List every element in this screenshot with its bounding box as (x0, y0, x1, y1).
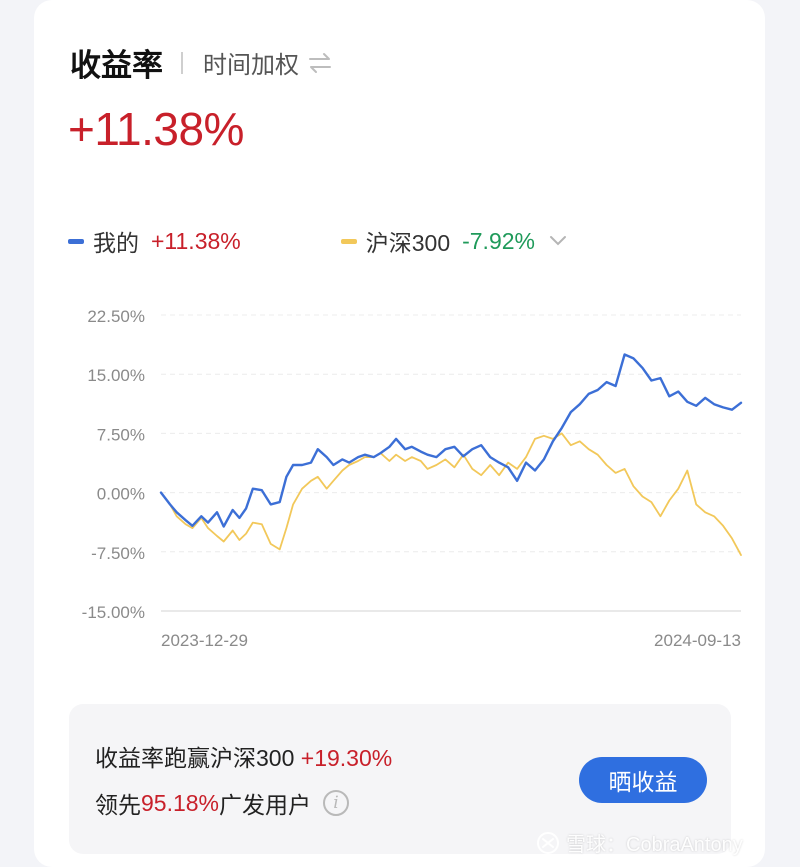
chart-legend: 我的 +11.38% 沪深300 -7.92% (68, 224, 567, 258)
legend-value-mine: +11.38% (151, 227, 241, 254)
info-icon[interactable]: i (323, 790, 350, 816)
y-tick-label: -7.50% (91, 544, 145, 563)
rank-value: 95.18% (141, 789, 220, 816)
legend-name-mine: 我的 (93, 230, 139, 256)
y-tick-label: 7.50% (97, 425, 145, 444)
share-returns-button[interactable]: 晒收益 (579, 757, 707, 803)
headline-return: +11.38% (68, 103, 244, 155)
header-divider (181, 51, 183, 74)
card-header: 收益率 时间加权 (70, 40, 333, 85)
benchmark-series-line (160, 432, 742, 556)
x-tick-label: 2024-09-13 (654, 631, 741, 650)
xueqiu-logo-icon (537, 831, 559, 854)
outperform-value: +19.30% (300, 745, 393, 771)
legend-swatch-mine (68, 238, 84, 244)
y-tick-label: 22.50% (87, 307, 145, 326)
chevron-down-icon[interactable] (549, 235, 567, 247)
returns-line-chart: 22.50% 15.00% 7.50% 0.00% -7.50% -15.00% 2023-… (82, 307, 743, 650)
watermark-text: 雪球：CobraAntony (566, 834, 743, 856)
rank-suffix: 广发用户 (219, 792, 312, 818)
x-tick-label: 2023-12-29 (161, 631, 248, 650)
portfolio-series-line (159, 353, 743, 528)
y-tick-label: -15.00% (82, 603, 145, 622)
swap-arrows-icon[interactable] (307, 52, 333, 74)
watermark: 雪球：CobraAntony (536, 828, 743, 857)
outperform-text: 收益率跑赢沪深300 +19.30% (95, 739, 392, 773)
legend-value-benchmark: -7.92% (462, 227, 535, 254)
y-tick-label: 0.00% (97, 485, 145, 504)
rank-prefix: 领先 (95, 792, 141, 818)
legend-swatch-benchmark (340, 238, 357, 244)
weighting-mode-label[interactable]: 时间加权 (203, 52, 299, 79)
y-tick-label: 15.00% (87, 366, 145, 385)
legend-name-benchmark[interactable]: 沪深300 (365, 230, 451, 256)
card-title: 收益率 (70, 48, 163, 83)
outperform-label: 收益率跑赢沪深300 (95, 745, 301, 771)
returns-card: 收益率 时间加权 +11.38% 我的 +11.38% 沪深300 -7.92%… (34, 0, 765, 867)
rank-text: 领先 95.18% 广发用户 i (95, 786, 350, 820)
summary-panel: 收益率跑赢沪深300 +19.30% 领先 95.18% 广发用户 i 晒收益 (69, 704, 731, 854)
